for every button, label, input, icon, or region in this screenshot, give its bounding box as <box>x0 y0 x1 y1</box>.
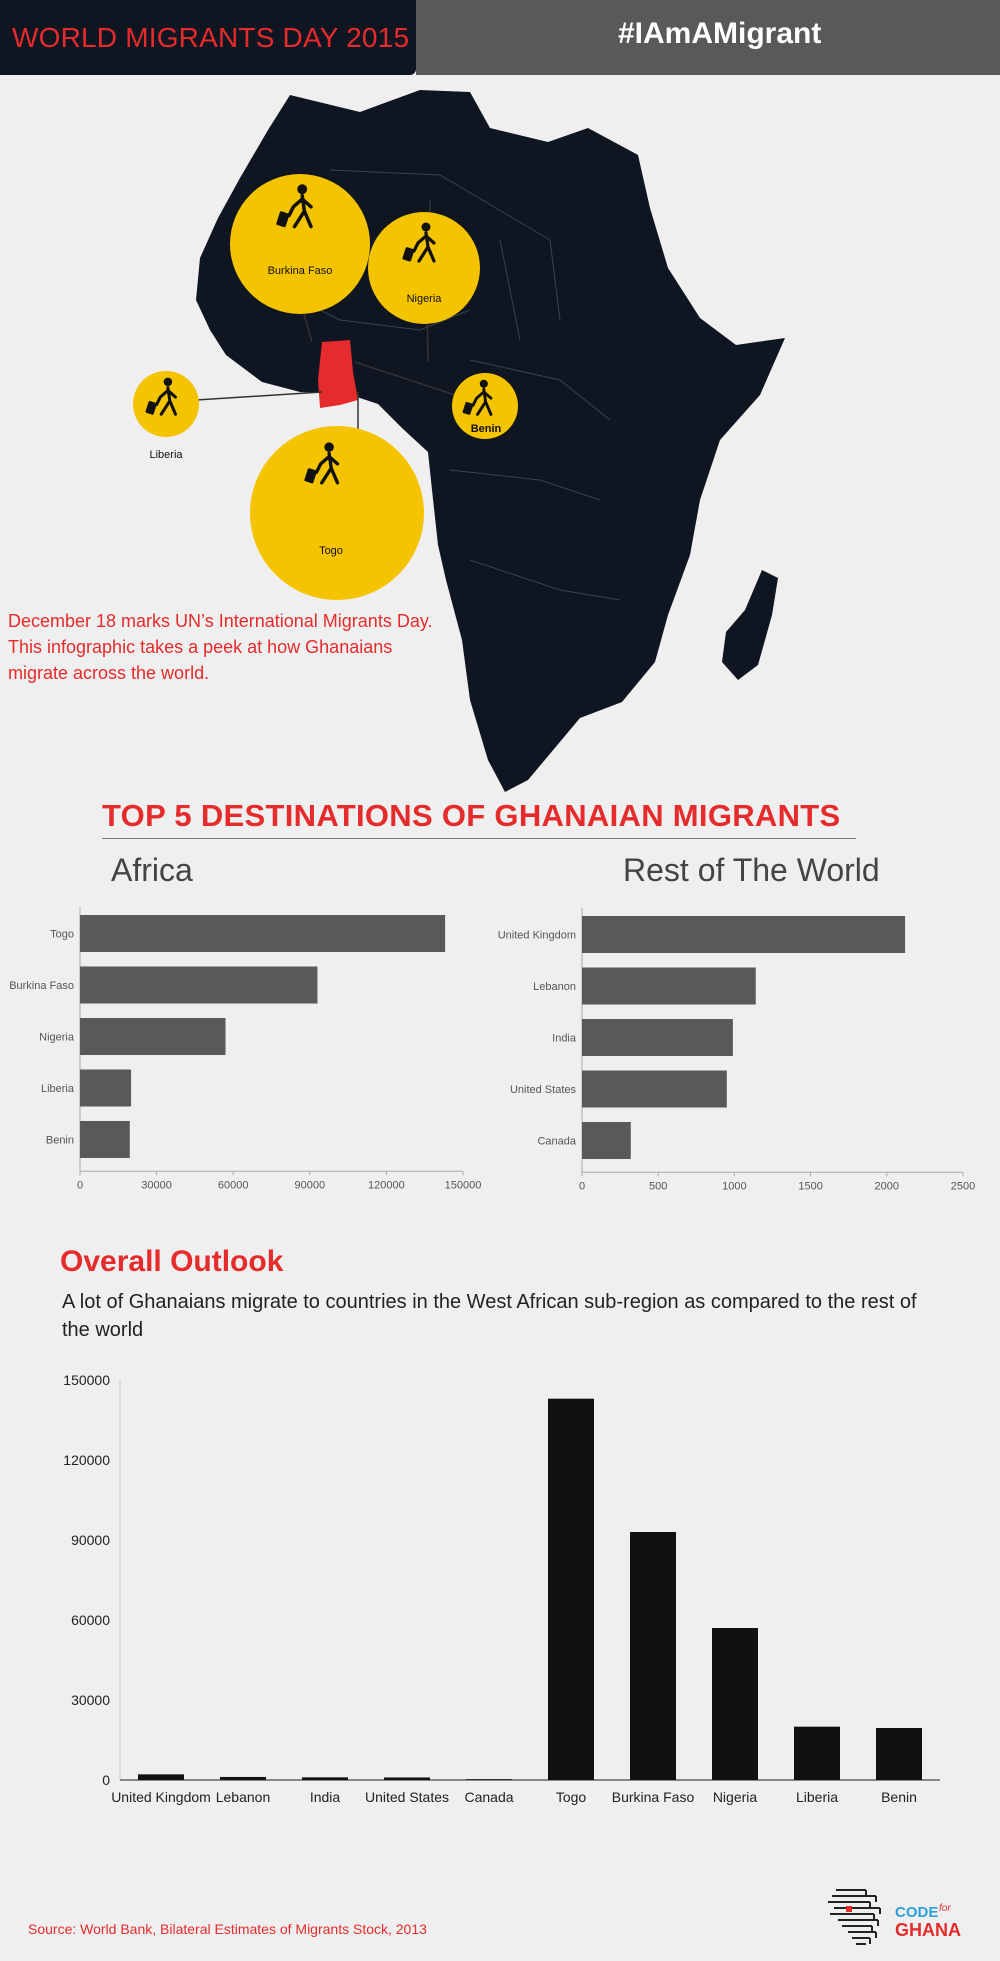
bar-lebanon <box>582 967 756 1005</box>
bar-india <box>582 1019 733 1056</box>
bar-liberia <box>794 1726 840 1780</box>
header-title: WORLD MIGRANTS DAY 2015 <box>12 22 410 53</box>
category-label-lebanon: Lebanon <box>216 1789 271 1805</box>
bubble-nigeria: Nigeria <box>368 212 480 324</box>
x-tick-label: 2000 <box>875 1180 899 1192</box>
bubble-label-nigeria: Nigeria <box>407 293 443 305</box>
header-title-bar: WORLD MIGRANTS DAY 2015 <box>0 0 416 75</box>
bar-nigeria <box>80 1018 226 1055</box>
x-tick-label: 0 <box>77 1179 83 1191</box>
logo-code-text: CODE <box>895 1904 939 1921</box>
intro-text: December 18 marks UN’s International Mig… <box>8 611 433 683</box>
category-label-united-states: United States <box>510 1084 577 1096</box>
y-tick-label: 120000 <box>63 1452 110 1468</box>
x-tick-label: 120000 <box>368 1179 405 1191</box>
logo-for-text: for <box>939 1903 951 1914</box>
africa-map: Burkina Faso Nigeria Liberia Benin Togo <box>133 90 785 792</box>
category-label-togo: Togo <box>556 1789 587 1805</box>
category-label-burkina-faso: Burkina Faso <box>9 980 74 992</box>
y-tick-label: 0 <box>102 1772 110 1788</box>
x-tick-label: 1500 <box>798 1180 822 1192</box>
overall-description: A lot of Ghanaians migrate to countries … <box>62 1291 917 1341</box>
header-hashtag-bar: #IAmAMigrant <box>416 0 1000 75</box>
bar-lebanon <box>220 1776 266 1780</box>
y-tick-label: 30000 <box>71 1692 110 1708</box>
bar-canada <box>582 1122 631 1159</box>
x-tick-label: 150000 <box>445 1179 482 1191</box>
bubble-label-benin: Benin <box>471 423 502 435</box>
ghana-shape <box>318 340 358 408</box>
category-label-benin: Benin <box>46 1135 74 1147</box>
bar-nigeria <box>712 1628 758 1780</box>
x-tick-label: 500 <box>649 1180 667 1192</box>
bar-india <box>302 1777 348 1780</box>
category-label-liberia: Liberia <box>41 1083 75 1095</box>
bar-burkina-faso <box>80 966 318 1004</box>
x-tick-label: 30000 <box>141 1179 172 1191</box>
category-label-nigeria: Nigeria <box>713 1789 758 1805</box>
x-tick-label: 60000 <box>218 1179 249 1191</box>
y-tick-label: 60000 <box>71 1612 110 1628</box>
bar-togo <box>548 1398 594 1780</box>
madagascar-shape <box>722 570 778 680</box>
category-label-united-kingdom: United Kingdom <box>498 930 576 942</box>
category-label-benin: Benin <box>881 1789 917 1805</box>
category-label-canada: Canada <box>464 1789 513 1805</box>
header-hashtag: #IAmAMigrant <box>618 17 822 50</box>
bar-united-kingdom <box>138 1774 184 1780</box>
bubble-burkina-faso: Burkina Faso <box>230 174 370 314</box>
category-label-nigeria: Nigeria <box>39 1032 75 1044</box>
category-label-burkina-faso: Burkina Faso <box>612 1789 695 1805</box>
category-label-togo: Togo <box>50 929 74 941</box>
y-tick-label: 90000 <box>71 1532 110 1548</box>
source-note: Source: World Bank, Bilateral Estimates … <box>28 1921 427 1937</box>
y-tick-label: 150000 <box>63 1372 110 1388</box>
category-label-united-states: United States <box>365 1789 449 1805</box>
logo-ghana-text: GHANA <box>895 1920 961 1940</box>
bubble-liberia: Liberia <box>133 371 199 461</box>
category-label-liberia: Liberia <box>796 1789 838 1805</box>
title-divider <box>102 838 856 839</box>
bar-united-states <box>582 1070 727 1108</box>
x-tick-label: 0 <box>579 1180 585 1192</box>
overall-title: Overall Outlook <box>60 1245 284 1278</box>
x-tick-label: 90000 <box>295 1179 326 1191</box>
category-label-india: India <box>552 1033 577 1045</box>
bubble-label-togo: Togo <box>319 545 343 557</box>
category-label-united-kingdom: United Kingdom <box>111 1789 211 1805</box>
category-label-lebanon: Lebanon <box>533 981 576 993</box>
category-label-canada: Canada <box>537 1136 576 1148</box>
africa-heading: Africa <box>111 852 193 888</box>
bubble-label-burkina-faso: Burkina Faso <box>268 265 333 277</box>
bar-liberia <box>80 1069 132 1107</box>
bar-burkina-faso <box>630 1532 676 1780</box>
bar-benin <box>80 1121 130 1158</box>
world-bar-chart: United Kingdom Lebanon India United States C… <box>498 908 975 1192</box>
top5-title: TOP 5 DESTINATIONS OF GHANAIAN MIGRANTS <box>102 798 841 833</box>
africa-bar-chart: Togo Burkina Faso Nigeria Liberia Benin 0 3000… <box>9 907 482 1191</box>
bar-united-kingdom <box>582 916 906 953</box>
bubble-togo: Togo <box>250 426 424 600</box>
bar-benin <box>876 1728 922 1780</box>
bar-togo <box>80 915 446 952</box>
world-heading: Rest of The World <box>623 852 880 888</box>
category-label-india: India <box>310 1789 341 1805</box>
x-tick-label: 1000 <box>722 1180 746 1192</box>
code-for-ghana-logo-icon <box>828 1889 881 1945</box>
bar-united-states <box>384 1777 430 1780</box>
overall-bar-chart: 0 30000 60000 90000 120000 150000 United Kingd… <box>63 1372 940 1805</box>
bubble-benin: Benin <box>452 373 518 439</box>
bubble-label-liberia: Liberia <box>149 449 183 461</box>
x-tick-label: 2500 <box>951 1180 975 1192</box>
bar-canada <box>466 1779 512 1780</box>
